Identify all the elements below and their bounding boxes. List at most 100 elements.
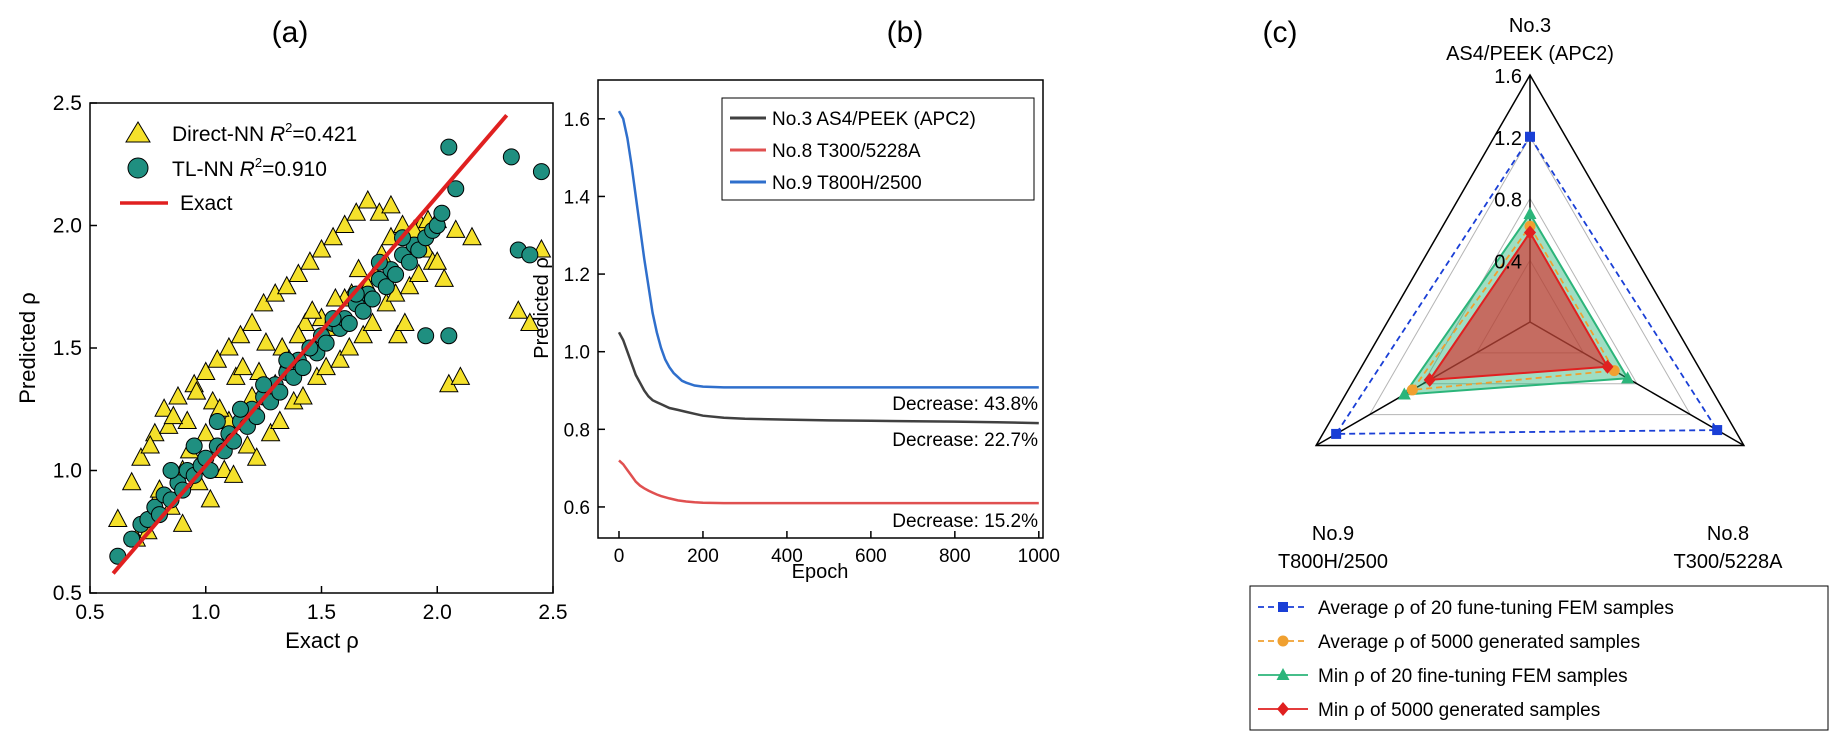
direct-nn-point (388, 324, 408, 344)
direct-nn-point (348, 258, 369, 278)
radar-point (1712, 425, 1723, 436)
exact-line (111, 113, 509, 575)
x-tick-label: 400 (771, 546, 803, 567)
direct-nn-point (195, 422, 216, 442)
tl-nn-point (294, 359, 312, 377)
direct-nn-point (293, 385, 313, 405)
legend-marker (1277, 635, 1289, 647)
direct-nn-point (140, 434, 161, 454)
legend-tl-nn: TL-NN R2=0.910 (172, 155, 327, 181)
direct-nn-point (395, 312, 415, 331)
radar-series-polygon (1427, 230, 1610, 382)
x-tick-label: 1000 (1018, 546, 1060, 567)
direct-nn-point (195, 361, 216, 380)
direct-nn-point (232, 356, 253, 376)
y-tick-label: 1.5 (53, 337, 82, 360)
direct-nn-point (334, 214, 355, 233)
direct-nn-point (520, 312, 540, 331)
axis-label-no3-sub: AS4/PEEK (APC2) (1446, 43, 1614, 65)
radar-point (1621, 371, 1635, 384)
direct-nn-point (242, 312, 262, 331)
panel-label-b: (b) (887, 16, 924, 49)
legend-exact: Exact (180, 192, 233, 215)
direct-nn-point (223, 464, 244, 483)
x-tick-label: 800 (939, 546, 971, 567)
direct-nn-point (172, 513, 193, 532)
tl-nn-point (377, 278, 395, 296)
direct-nn-point (445, 219, 466, 238)
tl-nn-point (440, 327, 458, 345)
tl-nn-point (317, 334, 335, 352)
direct-nn-point (260, 422, 281, 442)
x-tick-label: 1.5 (307, 601, 336, 624)
radar-point (1423, 372, 1436, 387)
panel-a-scatter: 0.5 1.0 1.5 2.0 2.5 0.5 1.0 1.5 2.0 2.5 Exact ρ P… (15, 92, 568, 653)
tl-nn-point (387, 266, 405, 283)
radar-point (1523, 206, 1537, 219)
tl-nn-point (231, 400, 249, 418)
direct-nn-point (186, 381, 207, 400)
legend-marker (1277, 702, 1289, 716)
tl-nn-point (447, 180, 465, 198)
legend-marker (1276, 668, 1290, 680)
direct-nn-point (302, 300, 323, 319)
axis-label-no9: No.9 (1312, 523, 1354, 545)
direct-nn-point (362, 312, 383, 331)
x-tick-label: 0.5 (75, 601, 104, 624)
direct-nn-point (253, 292, 274, 312)
direct-nn-point (207, 349, 228, 368)
tl-nn-point (208, 413, 226, 430)
x-tick-label: 1.0 (191, 601, 220, 624)
panel-c-radar: 0.4 0.8 1.2 1.6 No.3 AS4/PEEK (APC2) No.8 T… (1249, 15, 1829, 731)
y-tick-label: 1.2 (564, 265, 590, 286)
y-tick-label: 1.6 (564, 110, 590, 131)
direct-nn-point (237, 434, 258, 454)
radar-point (1524, 225, 1536, 240)
panel-label-c: (c) (1263, 16, 1298, 49)
tl-nn-point (502, 148, 520, 166)
direct-nn-point (295, 312, 316, 331)
radar-tick-label: 0.4 (1494, 251, 1522, 273)
radar-point (1525, 131, 1535, 142)
radar-tick-label: 1.2 (1494, 128, 1522, 150)
x-tick-label: 0 (614, 546, 625, 567)
panel-b-xlabel: Epoch (792, 561, 849, 583)
tl-nn-point (123, 530, 141, 548)
radar-point (1406, 384, 1418, 396)
panel-b-marks (617, 110, 1039, 505)
direct-nn-point (434, 268, 455, 287)
panel-b-legend-box (721, 97, 1035, 201)
radar-tick-label: 1.6 (1494, 66, 1522, 88)
legend-no9: No.9 T800H/2500 (772, 173, 922, 194)
panel-b-legend: No.3 AS4/PEEK (APC2) No.8 T300/5228A No.… (721, 97, 1035, 201)
tl-nn-point (417, 327, 435, 345)
direct-nn-point (226, 366, 246, 385)
panel-c-legend-markers (1258, 602, 1308, 716)
radar-tick-label: 0.8 (1494, 190, 1522, 212)
direct-nn-point (107, 508, 128, 527)
tl-nn-point (532, 163, 550, 181)
legend-triangle-marker (125, 121, 151, 143)
x-tick-label: 2.5 (538, 601, 567, 624)
direct-nn-point (246, 447, 267, 466)
legend-avg-generated: Average ρ of 5000 generated samples (1318, 632, 1640, 653)
tl-nn-point (521, 246, 539, 264)
legend-circle-marker (127, 157, 149, 179)
legend-min-generated: Min ρ of 5000 generated samples (1318, 700, 1600, 721)
series-line (617, 331, 1039, 425)
annotation-decrease-no3: Decrease: 22.7% (892, 430, 1038, 451)
panel-b-ylabel: Predicted ρ (531, 257, 553, 358)
y-tick-label: 0.6 (564, 498, 590, 519)
panel-b-ticks: 0 200 400 600 800 1000 0.6 0.8 1.0 1.2 1.4 1.6 (564, 110, 1060, 567)
panel-c-marks (1331, 131, 1723, 439)
radar-series-polygon (1334, 135, 1719, 435)
tl-nn-point (340, 315, 358, 332)
direct-nn-point (399, 275, 420, 295)
panel-a-ticks: 0.5 1.0 1.5 2.0 2.5 0.5 1.0 1.5 2.0 2.5 (53, 92, 568, 624)
y-tick-label: 1.0 (564, 343, 590, 364)
x-tick-label: 2.0 (423, 601, 452, 624)
panel-c-legend: Average ρ of 20 fune-tuning FEM samples … (1249, 585, 1829, 731)
direct-nn-point (357, 189, 378, 209)
y-tick-label: 1.0 (53, 460, 82, 483)
y-tick-label: 1.4 (564, 187, 591, 208)
